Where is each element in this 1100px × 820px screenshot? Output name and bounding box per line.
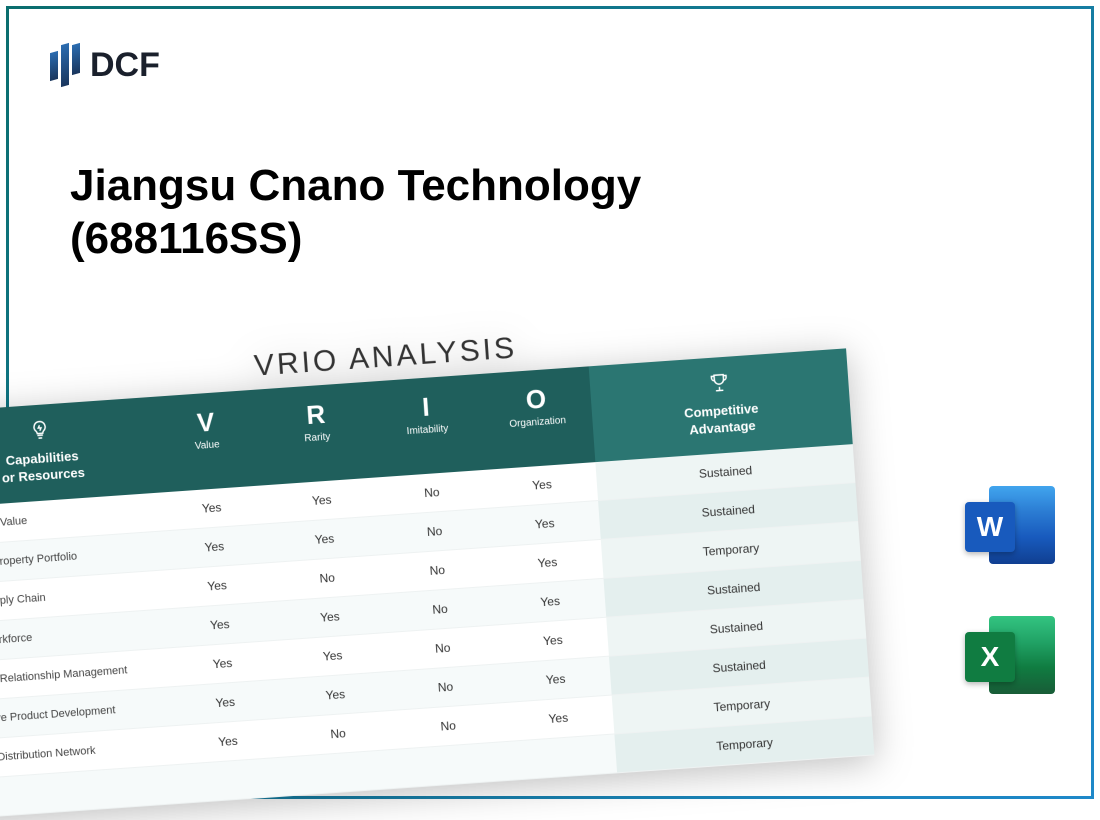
cell-v	[174, 757, 287, 804]
cell-i	[394, 742, 507, 789]
page-title: Jiangsu Cnano Technology (688116SS)	[70, 160, 641, 266]
vrio-card: VRIO ANALYSIS Capabilities or Resources …	[0, 308, 875, 819]
excel-icon[interactable]: X	[965, 610, 1055, 700]
col-rarity: R Rarity	[259, 382, 376, 485]
title-line-2: (688116SS)	[70, 213, 641, 266]
col-capabilities: Capabilities or Resources	[0, 397, 155, 508]
col-competitive-advantage: Competitive Advantage	[589, 348, 853, 462]
vrio-table: Capabilities or Resources V Value R Rari…	[0, 348, 875, 819]
col-organization: O Organization	[479, 366, 596, 469]
cell-r	[284, 749, 397, 796]
col-value: V Value	[149, 389, 266, 492]
title-line-1: Jiangsu Cnano Technology	[70, 160, 641, 213]
col-imitability: I Imitability	[369, 374, 486, 477]
word-icon[interactable]: W	[965, 480, 1055, 570]
file-format-icons: W X	[965, 480, 1055, 700]
dcf-logo: DCF	[50, 40, 160, 90]
cell-o	[505, 734, 618, 781]
logo-text: DCF	[90, 46, 160, 85]
logo-bars-icon	[50, 40, 80, 90]
